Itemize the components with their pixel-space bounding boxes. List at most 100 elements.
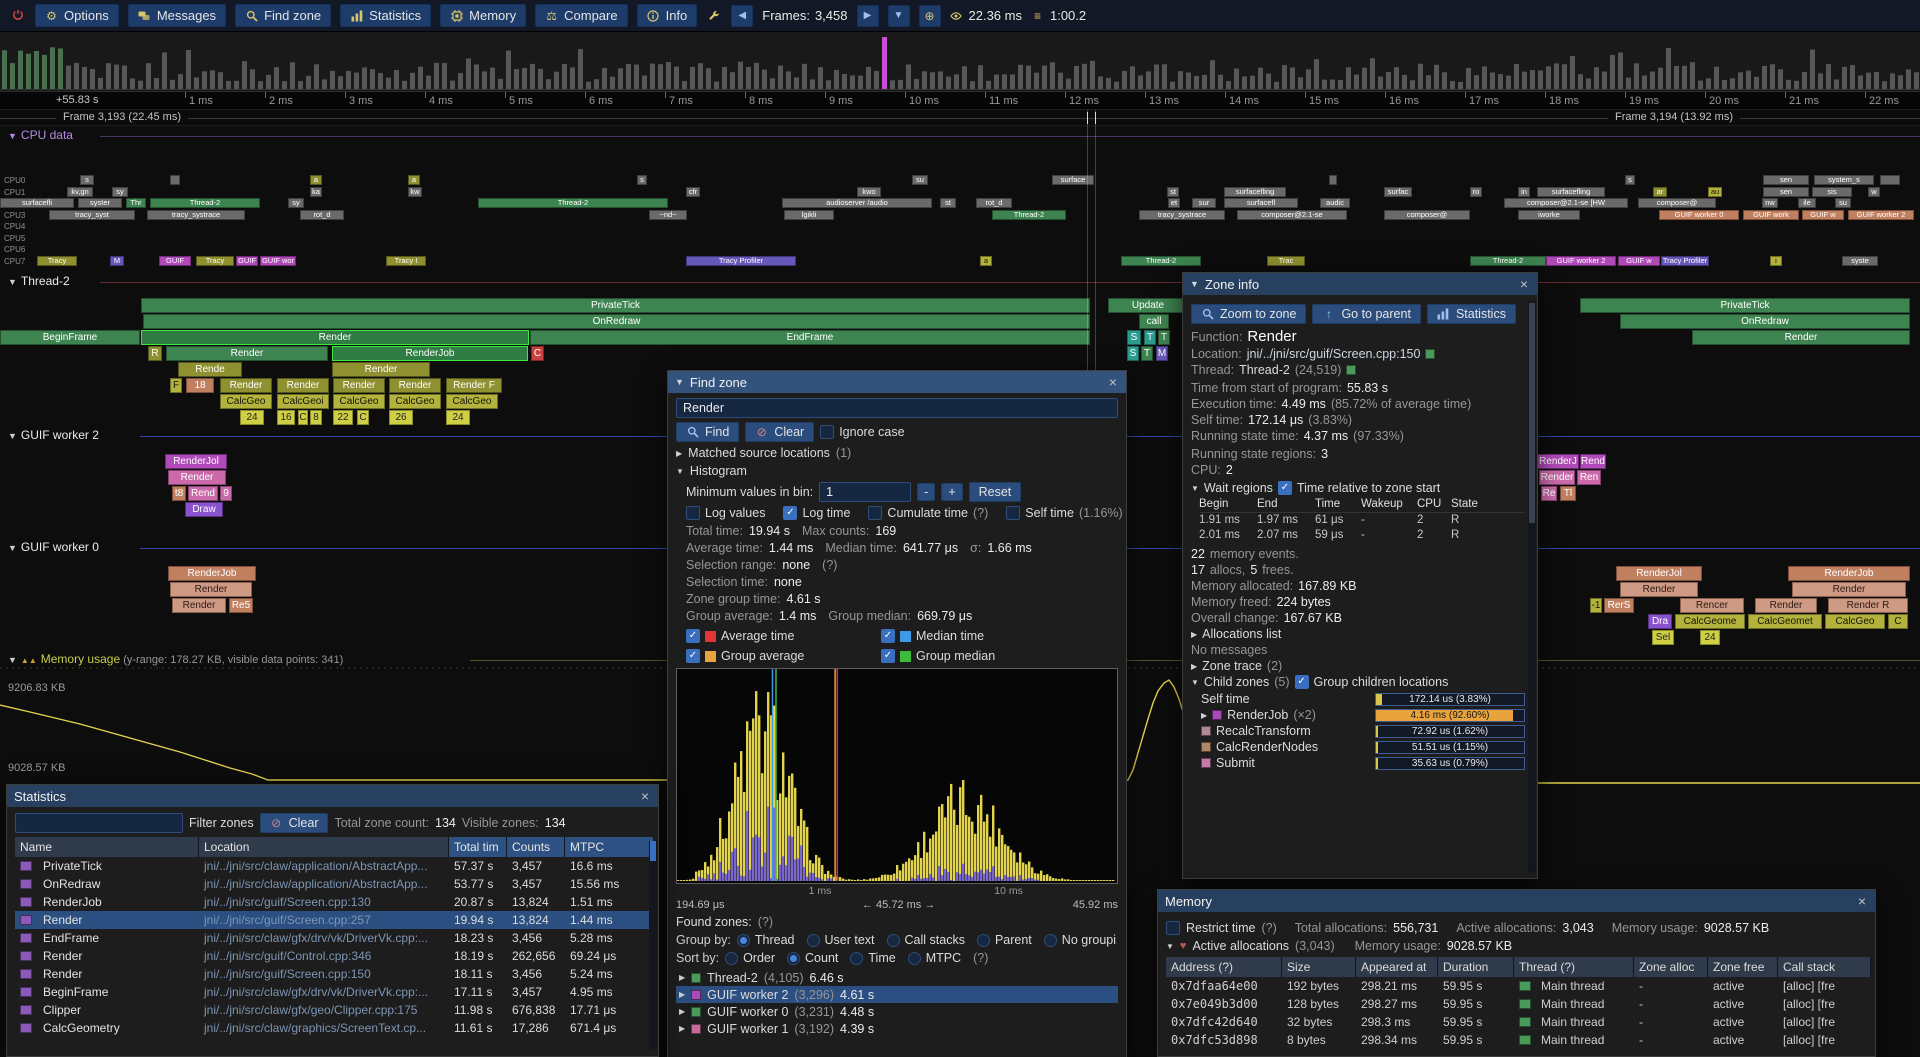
timeline-zone[interactable]: surfacefling	[1224, 186, 1286, 197]
sort-by-count[interactable]: Count	[787, 951, 838, 965]
timeline-zone[interactable]: Tracy I	[386, 255, 426, 266]
filter-zones-input[interactable]	[15, 813, 183, 833]
column-header-call-stack[interactable]: Call stack	[1778, 957, 1871, 977]
timeline-zone[interactable]: Re5	[229, 598, 253, 613]
zone-group-row-thread-2[interactable]: ▶ Thread-2 (4,105) 6.46 s	[679, 970, 844, 985]
timeline-zone[interactable]: sy	[288, 198, 304, 208]
timeline-zone[interactable]: a	[980, 255, 992, 266]
timeline-zone[interactable]: a	[408, 175, 420, 185]
timeline-zone[interactable]: Render	[170, 582, 252, 597]
timeline-zone[interactable]: RenderJ	[1537, 454, 1579, 469]
timeline-zone[interactable]: Thread-2	[478, 198, 668, 208]
timeline-zone[interactable]: in	[1518, 186, 1530, 197]
column-header-mtpc[interactable]: MTPC	[565, 837, 654, 857]
timeline-zone[interactable]: sis	[1812, 186, 1852, 197]
frame-down-button[interactable]: ▼	[887, 4, 910, 27]
timeline-zone[interactable]: composer@	[1384, 209, 1470, 220]
timeline-zone[interactable]: audioserver /audio	[782, 198, 932, 208]
timeline-zone[interactable]: S	[1127, 346, 1139, 361]
timeline-zone[interactable]: rot_d	[300, 209, 344, 220]
timeline-zone[interactable]: 9	[220, 486, 232, 501]
timeline-zone[interactable]: et	[1168, 198, 1180, 208]
timeline-zone[interactable]: ~nd~	[649, 209, 687, 220]
timeline-zone[interactable]: Tracy Profiler	[1661, 255, 1709, 266]
toolbar-button-memory[interactable]: Memory	[440, 4, 527, 27]
timeline-zone[interactable]: RenderJob	[1788, 566, 1910, 581]
section-header-guif-worker-0[interactable]: ▼ GUIF worker 0	[8, 540, 99, 554]
timeline-zone[interactable]: Thread-2	[150, 198, 260, 208]
toolbar-button-info[interactable]: Info	[636, 4, 698, 27]
timeline-zone[interactable]: Rend	[188, 486, 218, 501]
column-header-name[interactable]: Name	[15, 837, 199, 857]
close-icon[interactable]: ×	[640, 788, 649, 804]
timeline-zone[interactable]: sur	[1192, 198, 1216, 208]
timeline-zone[interactable]: i	[1770, 255, 1782, 266]
memory-usage-header[interactable]: ▼ ▲▲ Memory usage (y-range: 178.27 KB, vis…	[8, 652, 344, 666]
min-bin-input[interactable]	[819, 482, 912, 502]
timeline-zone[interactable]: Tracy Profiler	[686, 255, 796, 266]
timeline-zone[interactable]: Thr	[126, 198, 146, 208]
timeline-zone[interactable]: -1	[1590, 598, 1602, 613]
timeline-zone[interactable]: Render R	[1828, 598, 1908, 613]
column-header-thread[interactable]: Thread (?)	[1514, 957, 1634, 977]
timeline-zone[interactable]: st	[1167, 186, 1179, 197]
timeline-zone[interactable]: s	[80, 175, 94, 185]
timeline-zone[interactable]: CalcGeoi	[277, 394, 329, 409]
timeline-zone[interactable]: s	[637, 175, 647, 185]
column-header-duration[interactable]: Duration	[1438, 957, 1514, 977]
timeline-zone[interactable]: PrivateTick	[1580, 298, 1910, 313]
statistics-row-onredraw[interactable]: OnRedraw jni/../jni/src/claw/application/…	[15, 875, 650, 893]
timeline-zone[interactable]: t8	[172, 486, 186, 501]
timeline-zone[interactable]: 16	[277, 410, 295, 425]
child-zone-row-recalctransform[interactable]: RecalcTransform 72.92 us (1.62%)	[1191, 723, 1525, 739]
relative-time-checkbox[interactable]	[1277, 481, 1292, 495]
timeline-zone[interactable]: Render	[389, 378, 441, 393]
timeline-zone[interactable]: T	[1144, 330, 1156, 345]
timeline-zone[interactable]: nw	[1762, 198, 1778, 208]
tools-icon[interactable]	[706, 9, 722, 22]
column-header-zone-alloc[interactable]: Zone alloc	[1634, 957, 1708, 977]
prev-frame-button[interactable]: ◀	[731, 4, 754, 27]
zone-group-row-guif-worker-1[interactable]: ▶ GUIF worker 1 (3,192) 4.39 s	[679, 1021, 875, 1036]
statistics-row-render[interactable]: Render jni/../jni/src/guif/Screen.cpp:257…	[15, 911, 650, 929]
timeline-zone[interactable]: tracy_systrace	[1139, 209, 1225, 220]
timeline-zone[interactable]: S	[1127, 330, 1141, 345]
timeline-zone[interactable]: surfacefl	[1224, 198, 1298, 208]
column-header-appeared-at[interactable]: Appeared at	[1356, 957, 1438, 977]
timeline-zone[interactable]: au	[1708, 186, 1722, 197]
toolbar-button-find-zone[interactable]: Find zone	[235, 4, 332, 27]
min-bin-increase-button[interactable]: +	[941, 483, 963, 501]
timeline-zone[interactable]: su	[1835, 198, 1851, 208]
timeline-zone[interactable]: 24	[240, 410, 264, 425]
checkbox-log-values[interactable]: Log values	[686, 506, 765, 520]
group-by-parent[interactable]: Parent	[976, 933, 1032, 947]
timeline-zone[interactable]: Render	[333, 378, 385, 393]
timeline-zone[interactable]: Dra	[1648, 614, 1672, 629]
timeline-zone[interactable]: surface	[1052, 175, 1094, 185]
timeline-zone[interactable]: Rencer	[1680, 598, 1744, 613]
timeline-zone[interactable]: RenderJol	[1616, 566, 1702, 581]
timeline-zone[interactable]: T	[1141, 346, 1153, 361]
group-children-checkbox[interactable]	[1294, 675, 1309, 689]
wait-region-row[interactable]: 2.01 ms 2.07 ms 59 μs -2 R	[1199, 529, 1460, 541]
timeline-zone[interactable]: kv,gn	[67, 186, 93, 197]
timeline-zone[interactable]: syster	[78, 198, 122, 208]
group-by-thread[interactable]: Thread	[736, 933, 795, 947]
histogram-toggle[interactable]: ▼ Histogram	[676, 464, 747, 478]
active-allocations-toggle[interactable]: ▼ ♥ Active allocations (3,043) Memory us…	[1166, 939, 1513, 953]
timeline-zone[interactable]: Thread-2	[1121, 255, 1201, 266]
frame-overview-strip[interactable]	[0, 32, 1920, 92]
timeline-zone[interactable]: ro	[1470, 186, 1482, 197]
zone-group-row-guif-worker-0[interactable]: ▶ GUIF worker 0 (3,231) 4.48 s	[679, 1004, 875, 1019]
timeline-zone[interactable]	[170, 175, 180, 185]
toolbar-button-options[interactable]: ⚙ Options	[35, 4, 119, 27]
allocation-row[interactable]: 0x7dfc53d898 8 bytes 298.34 ms 59.95 s Main …	[1171, 1033, 1836, 1047]
statistics-row-beginframe[interactable]: BeginFrame jni/../jni/src/claw/gfx/drv/vk…	[15, 983, 650, 1001]
timeline-zone[interactable]: st	[940, 198, 956, 208]
timeline-zone[interactable]: w	[1868, 186, 1880, 197]
timeline-zone[interactable]: tracy_syst	[49, 209, 135, 220]
timeline-zone[interactable]: OnRedraw	[143, 314, 1090, 329]
timeline-zone[interactable]: tracy_systrace	[147, 209, 245, 220]
timeline-zone[interactable]: Sel	[1652, 630, 1674, 645]
timeline-zone[interactable]: GUIF worker 0	[1659, 209, 1739, 220]
